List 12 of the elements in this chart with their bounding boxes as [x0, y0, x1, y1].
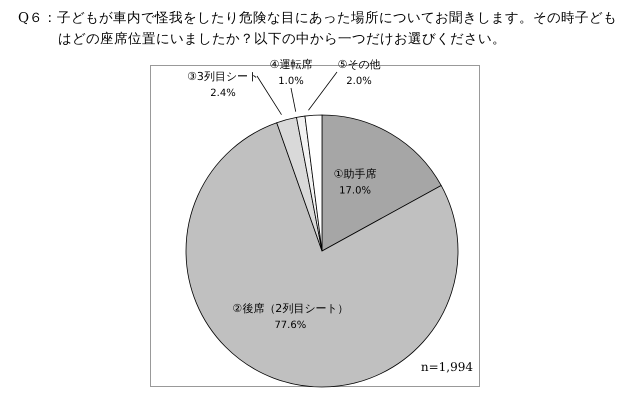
- slice-label: ①助手席: [334, 168, 377, 181]
- slice-label: ⑤その他: [338, 58, 380, 71]
- data-label: 77.6%: [274, 320, 306, 331]
- data-label: 17.0%: [339, 186, 371, 197]
- text: n=1,994: [420, 360, 473, 374]
- data-label: 2.0%: [346, 76, 372, 87]
- data-label: 2.4%: [210, 88, 236, 99]
- slice-label: ③3列目シート: [187, 70, 259, 83]
- slice-label: ④運転席: [270, 58, 312, 71]
- chart-title: Q６：子どもが車内で怪我をしたり危険な目にあった場所についてお聞きします。その時子どもはどの座席位置にいましたか？以下の中から一つだけお選びください。: [18, 9, 618, 49]
- slice-label: ②後席（2列目シート）: [232, 302, 348, 315]
- data-label: 1.0%: [278, 76, 304, 87]
